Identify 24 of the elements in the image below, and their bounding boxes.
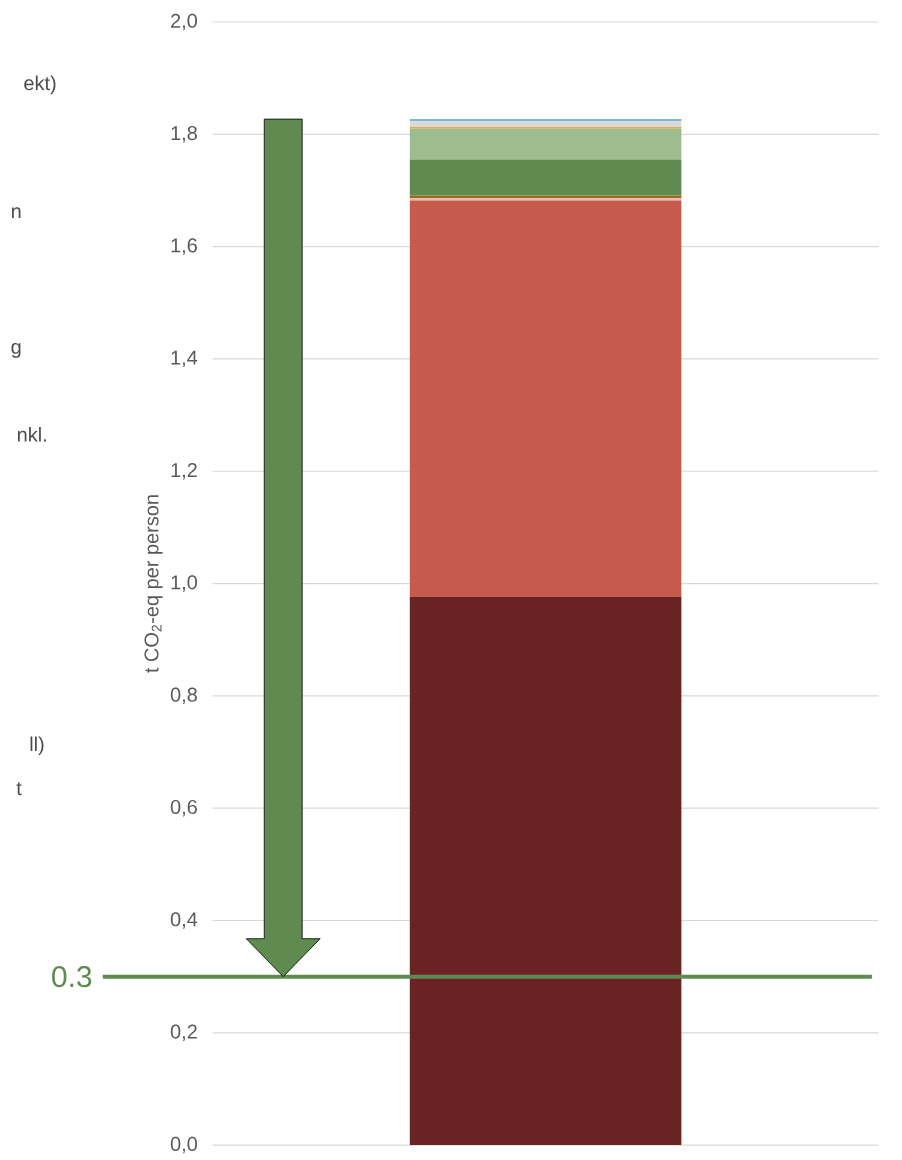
y-tick-label: 1,6 bbox=[171, 238, 197, 255]
bar bbox=[409, 159, 682, 196]
y-tick-label: 1,2 bbox=[171, 462, 197, 480]
y-tick-label: 1,4 bbox=[171, 350, 197, 368]
y-axis-title: t CO$_{2}$-eq per person bbox=[144, 495, 163, 673]
text: n bbox=[11, 207, 21, 219]
y-tick-label: 0,0 bbox=[170, 1136, 197, 1154]
y-tick-label: 2,0 bbox=[170, 13, 197, 31]
y-tick-label: 0,8 bbox=[170, 687, 197, 705]
text: nkl. bbox=[17, 427, 46, 442]
bar bbox=[409, 200, 682, 598]
y-tick-label: 0,6 bbox=[170, 799, 197, 817]
bar bbox=[409, 597, 682, 1146]
y-tick-label: 0,4 bbox=[170, 912, 197, 929]
ref-line-label: 0.3 bbox=[51, 966, 92, 988]
bar bbox=[409, 121, 682, 127]
text: ekt) bbox=[24, 75, 56, 95]
bar bbox=[409, 128, 682, 160]
y-tick-label: 1,0 bbox=[171, 575, 197, 592]
text: ll) bbox=[30, 736, 44, 756]
y-tick-label: 0,2 bbox=[170, 1024, 197, 1042]
y-tick-label: 1,8 bbox=[171, 126, 197, 143]
text: t bbox=[16, 782, 22, 796]
text: g bbox=[11, 343, 21, 358]
